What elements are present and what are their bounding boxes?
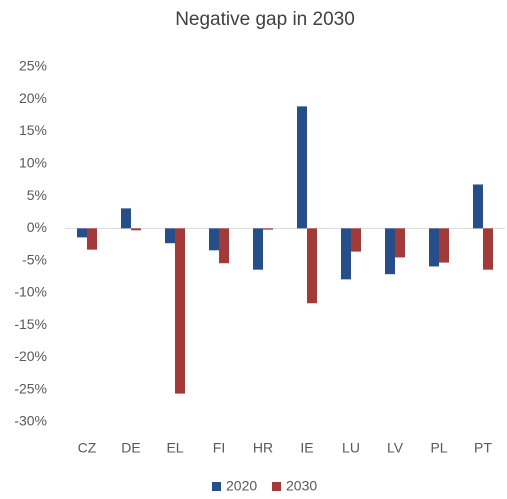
bar — [473, 184, 483, 229]
y-tick-label: 25% — [19, 58, 47, 74]
bar — [395, 228, 405, 258]
y-tick-label: -10% — [14, 284, 47, 300]
chart-title: Negative gap in 2030 — [175, 9, 355, 30]
bar — [209, 228, 219, 251]
x-tick-label: DE — [121, 440, 140, 456]
bar — [121, 208, 131, 229]
legend-label: 2020 — [226, 478, 257, 494]
bar — [341, 228, 351, 280]
y-tick-label: 0% — [27, 219, 47, 235]
bar — [429, 228, 439, 267]
bar — [439, 228, 449, 263]
bar — [175, 228, 185, 394]
x-tick-label: IE — [300, 440, 313, 456]
legend-swatch — [272, 482, 281, 491]
y-tick-label: -20% — [14, 348, 47, 364]
y-tick-label: 5% — [27, 187, 47, 203]
x-tick-label: CZ — [78, 440, 97, 456]
x-tick-label: LU — [342, 440, 360, 456]
bar — [77, 228, 87, 238]
x-tick-label: FI — [213, 440, 225, 456]
y-tick-label: 20% — [19, 90, 47, 106]
y-tick-label: -30% — [14, 413, 47, 429]
bar — [219, 228, 229, 264]
bar — [253, 228, 263, 270]
y-tick-label: 15% — [19, 122, 47, 138]
bar — [351, 228, 361, 252]
x-tick-label: LV — [387, 440, 404, 456]
legend-label: 2030 — [286, 478, 317, 494]
bar — [165, 228, 175, 244]
x-tick-label: PL — [430, 440, 447, 456]
y-tick-label: -15% — [14, 316, 47, 332]
y-tick-label: -5% — [22, 251, 47, 267]
bar — [385, 228, 395, 275]
y-tick-label: -25% — [14, 380, 47, 396]
bar — [263, 228, 273, 230]
legend-swatch — [212, 482, 221, 491]
x-tick-label: EL — [166, 440, 183, 456]
bar — [131, 228, 141, 231]
x-tick-label: PT — [474, 440, 492, 456]
y-tick-label: 10% — [19, 155, 47, 171]
bar — [297, 106, 307, 229]
bar — [483, 228, 493, 270]
x-tick-label: HR — [253, 440, 273, 456]
bar — [87, 228, 97, 250]
bar — [307, 228, 317, 304]
